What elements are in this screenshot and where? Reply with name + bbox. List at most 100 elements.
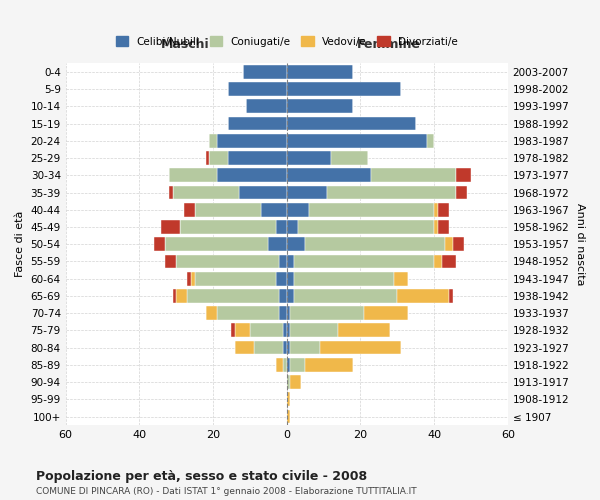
Bar	[427, 134, 434, 147]
Bar	[250, 324, 283, 338]
Bar	[452, 238, 464, 251]
Bar	[173, 289, 176, 303]
Bar	[438, 220, 449, 234]
Bar	[287, 340, 290, 354]
Bar	[283, 340, 287, 354]
Bar	[206, 306, 217, 320]
Bar	[161, 220, 180, 234]
Bar	[397, 289, 449, 303]
Bar	[287, 306, 290, 320]
Bar	[191, 272, 194, 285]
Bar	[242, 65, 287, 79]
Bar	[338, 324, 390, 338]
Bar	[290, 358, 305, 372]
Bar	[280, 306, 287, 320]
Bar	[371, 168, 456, 182]
Bar	[287, 375, 290, 389]
Bar	[287, 324, 290, 338]
Bar	[287, 65, 353, 79]
Bar	[438, 203, 449, 216]
Legend: Celibi/Nubili, Coniugati/e, Vedovi/e, Divorziati/e: Celibi/Nubili, Coniugati/e, Vedovi/e, Di…	[112, 32, 462, 51]
Bar	[364, 306, 409, 320]
Bar	[173, 186, 239, 200]
Bar	[327, 186, 456, 200]
Bar	[309, 203, 434, 216]
Bar	[305, 238, 445, 251]
Bar	[209, 134, 217, 147]
Bar	[184, 203, 194, 216]
Bar	[209, 151, 228, 165]
Bar	[194, 203, 261, 216]
Bar	[194, 272, 275, 285]
Bar	[169, 168, 217, 182]
Bar	[434, 220, 438, 234]
Bar	[287, 289, 294, 303]
Bar	[287, 272, 294, 285]
Bar	[287, 220, 298, 234]
Bar	[445, 238, 452, 251]
Text: COMUNE DI PINCARA (RO) - Dati ISTAT 1° gennaio 2008 - Elaborazione TUTTITALIA.IT: COMUNE DI PINCARA (RO) - Dati ISTAT 1° g…	[36, 488, 416, 496]
Bar	[456, 186, 467, 200]
Bar	[287, 392, 290, 406]
Bar	[254, 340, 283, 354]
Bar	[275, 272, 287, 285]
Bar	[232, 324, 235, 338]
Bar	[287, 410, 290, 424]
Bar	[449, 289, 452, 303]
Bar	[287, 116, 416, 130]
Bar	[206, 151, 209, 165]
Y-axis label: Anni di nascita: Anni di nascita	[575, 203, 585, 285]
Bar	[283, 358, 287, 372]
Bar	[154, 238, 165, 251]
Bar	[176, 254, 280, 268]
Bar	[320, 340, 401, 354]
Bar	[290, 340, 320, 354]
Bar	[305, 358, 353, 372]
Bar	[228, 116, 287, 130]
Bar	[261, 203, 287, 216]
Bar	[287, 100, 353, 114]
Bar	[287, 134, 427, 147]
Bar	[434, 254, 442, 268]
Bar	[287, 238, 305, 251]
Y-axis label: Fasce di età: Fasce di età	[15, 211, 25, 278]
Text: Maschi: Maschi	[161, 38, 209, 51]
Bar	[176, 289, 187, 303]
Bar	[287, 82, 401, 96]
Text: Popolazione per età, sesso e stato civile - 2008: Popolazione per età, sesso e stato civil…	[36, 470, 367, 483]
Bar	[228, 151, 287, 165]
Bar	[280, 254, 287, 268]
Bar	[294, 254, 434, 268]
Bar	[287, 186, 327, 200]
Bar	[287, 254, 294, 268]
Bar	[434, 203, 438, 216]
Bar	[290, 324, 338, 338]
Bar	[287, 203, 309, 216]
Bar	[287, 168, 371, 182]
Bar	[280, 289, 287, 303]
Bar	[217, 306, 280, 320]
Bar	[228, 82, 287, 96]
Bar	[169, 186, 173, 200]
Bar	[217, 168, 287, 182]
Bar	[294, 289, 397, 303]
Bar	[394, 272, 409, 285]
Bar	[456, 168, 471, 182]
Bar	[287, 151, 331, 165]
Bar	[275, 220, 287, 234]
Bar	[298, 220, 434, 234]
Bar	[331, 151, 368, 165]
Bar	[239, 186, 287, 200]
Bar	[294, 272, 394, 285]
Bar	[165, 238, 268, 251]
Bar	[165, 254, 176, 268]
Bar	[442, 254, 456, 268]
Bar	[180, 220, 275, 234]
Bar	[290, 375, 301, 389]
Bar	[246, 100, 287, 114]
Bar	[235, 340, 254, 354]
Text: Femmine: Femmine	[356, 38, 421, 51]
Bar	[187, 272, 191, 285]
Bar	[275, 358, 283, 372]
Bar	[187, 289, 280, 303]
